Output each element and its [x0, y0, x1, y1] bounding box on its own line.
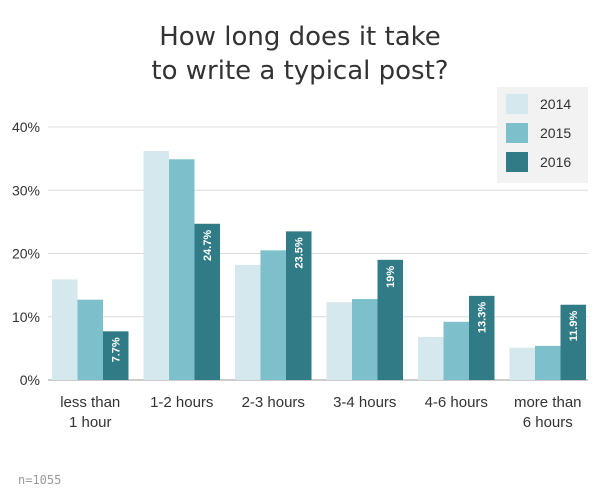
bar-2015 [352, 299, 378, 380]
data-label: 13.3% [477, 302, 489, 333]
chart-title-line-1: How long does it take [159, 22, 441, 52]
bar-2016 [103, 331, 129, 380]
chart-title: How long does it take to write a typical… [0, 20, 600, 88]
data-label: 11.9% [568, 311, 580, 342]
x-tick-label: more than [514, 394, 582, 411]
bar-2016 [377, 259, 403, 380]
x-tick-label: 6 hours [523, 414, 573, 431]
chart-title-line-2: to write a typical post? [151, 56, 449, 86]
bar-2016 [286, 231, 312, 380]
bar-2015 [169, 159, 195, 380]
x-tick-label: 4-6 hours [425, 394, 488, 411]
bar-2016 [560, 304, 586, 380]
x-tick-label: 1-2 hours [150, 394, 213, 411]
legend-label-2016: 2016 [540, 154, 571, 170]
bar-2015 [260, 250, 286, 380]
y-tick-label: 10% [12, 309, 40, 325]
legend-label-2015: 2015 [540, 125, 571, 141]
data-label: 24.7% [202, 230, 214, 261]
data-label: 19% [385, 266, 397, 288]
legend-swatch-2016 [506, 152, 528, 172]
x-tick-label: 2-3 hours [242, 394, 305, 411]
y-tick-label: 0% [20, 372, 40, 388]
legend-swatch-2015 [506, 123, 528, 143]
legend-swatch-2014 [506, 94, 528, 114]
sample-size-note: n=1055 [18, 473, 62, 487]
bar-2015 [443, 321, 469, 380]
bar-2016 [469, 295, 495, 380]
bar-2014 [509, 347, 535, 380]
legend-label-2014: 2014 [540, 96, 571, 112]
y-tick-label: 20% [12, 246, 40, 262]
bar-2015 [77, 299, 103, 380]
bar-2014 [235, 264, 261, 380]
x-tick-label: less than [60, 394, 120, 411]
bar-2015 [535, 345, 561, 380]
bar-2014 [418, 336, 444, 380]
y-tick-label: 30% [12, 182, 40, 198]
bar-2014 [326, 302, 352, 380]
bar-2016 [194, 223, 220, 380]
x-tick-label: 1 hour [69, 414, 112, 431]
bar-2014 [143, 151, 169, 380]
x-tick-label: 3-4 hours [333, 394, 396, 411]
data-label: 23.5% [294, 237, 306, 268]
data-label: 7.7% [111, 337, 123, 362]
y-tick-label: 40% [12, 119, 40, 135]
bar-2014 [52, 279, 78, 380]
